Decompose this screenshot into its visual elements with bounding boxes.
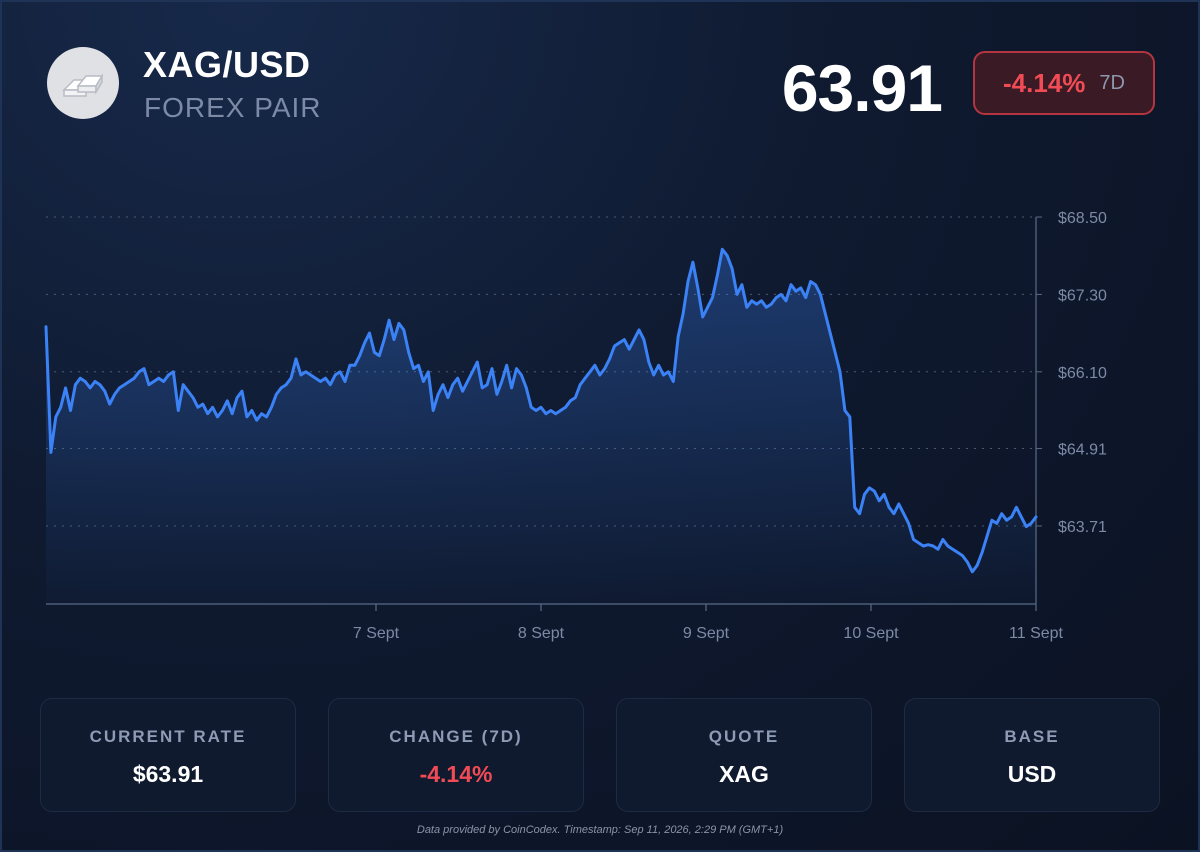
pair-title: XAG/USD [143,44,311,85]
stat-card-base: BASE USD [904,698,1160,812]
stat-label: QUOTE [708,727,780,746]
y-tick-label: $66.10 [1058,365,1107,382]
y-tick-label: $64.91 [1058,442,1107,459]
stat-card-current-rate: CURRENT RATE $63.91 [40,698,296,812]
y-tick-label: $68.50 [1058,210,1107,227]
stat-value: $63.91 [132,761,204,787]
stat-label: BASE [1004,727,1060,746]
price-chart: $68.50 $67.30 $66.10 $64.91 $63.71 7 Sept 8 Se… [44,210,1107,642]
series-line [44,247,1038,574]
x-tick-label: 11 Sept [1009,625,1064,642]
y-tick-label: $63.71 [1058,519,1107,536]
stat-card-quote: QUOTE XAG [616,698,872,812]
change-percent: -4.14% [1003,67,1086,98]
x-tick-label: 9 Sept [683,625,730,642]
pair-subtitle: FOREX PAIR [144,92,322,123]
stat-value: USD [1007,761,1057,787]
stat-label: CURRENT RATE [89,727,247,746]
footer-attribution: Data provided by CoinCodex. Timestamp: S… [416,824,784,836]
stat-card-change: CHANGE (7D) -4.14% [328,698,584,812]
stat-value: XAG [719,761,769,787]
change-period: 7D [1099,71,1125,94]
current-price: 63.91 [781,51,943,125]
x-tick-label: 7 Sept [353,625,400,642]
series-area [46,249,1036,605]
stat-value: -4.14% [419,761,493,787]
x-tick-label: 10 Sept [843,625,899,642]
x-tick-label: 8 Sept [518,625,565,642]
y-tick-label: $67.30 [1058,287,1107,304]
silver-bars-icon [47,47,119,119]
stat-label: CHANGE (7D) [389,727,523,746]
change-badge: -4.14% 7D [973,51,1155,115]
